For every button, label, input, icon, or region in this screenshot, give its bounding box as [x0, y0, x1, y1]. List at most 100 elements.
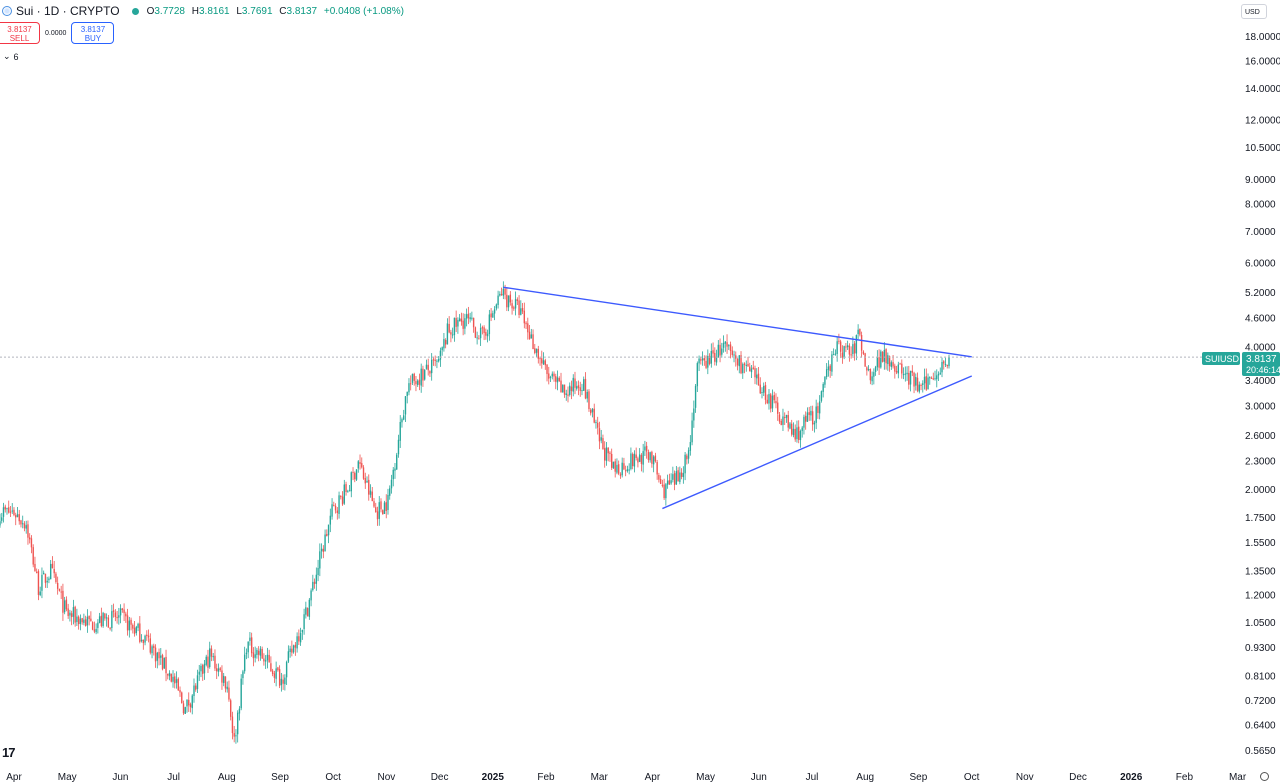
candle-body	[876, 357, 879, 368]
candle-body	[824, 376, 826, 385]
candle-body	[450, 332, 452, 335]
candle-body	[899, 363, 901, 365]
candle-body	[149, 638, 152, 653]
candle-body	[853, 343, 856, 354]
candle-body	[408, 383, 410, 393]
candle-body	[37, 571, 40, 595]
candle-body	[609, 452, 611, 454]
candle-body	[399, 421, 401, 441]
candle-body	[212, 656, 214, 658]
candle-body	[146, 634, 148, 636]
candle-body	[371, 491, 373, 502]
candle-body	[628, 469, 630, 471]
candle-body	[859, 329, 861, 335]
candle-body	[817, 406, 819, 413]
candle-body	[705, 360, 707, 368]
candle-body	[443, 339, 445, 349]
candle-body	[525, 322, 527, 325]
candle-body	[829, 365, 831, 371]
buy-button[interactable]: 3.8137 BUY	[71, 22, 115, 44]
candle-body	[537, 348, 539, 359]
x-tick-label: Oct	[325, 772, 341, 782]
price-axis: 18.0000 16.0000 14.0000 12.0000 10.5000 9.000…	[1245, 32, 1280, 757]
candle-body	[60, 591, 62, 593]
y-tick-label: 0.7200	[1245, 696, 1276, 707]
candle-body	[943, 361, 945, 364]
candle-body	[366, 480, 368, 483]
candle-body	[142, 639, 145, 644]
candle-body	[179, 690, 181, 693]
candle-body	[857, 329, 859, 335]
candle-body	[147, 635, 150, 638]
candle-body	[539, 358, 541, 360]
candle-body	[560, 380, 562, 393]
candle-body	[513, 307, 515, 309]
candle-body	[556, 377, 559, 383]
candle-body	[111, 611, 113, 629]
candle-body	[167, 673, 169, 676]
x-tick-label: Jul	[806, 772, 819, 782]
candle-body	[22, 523, 24, 525]
candle-body	[151, 646, 153, 654]
candle-body	[291, 648, 293, 653]
candle-body	[41, 574, 43, 591]
candle-body	[422, 368, 424, 381]
candle-body	[298, 636, 300, 642]
candle-body	[373, 501, 375, 507]
indicators-collapse-button[interactable]: ⌄ 6	[3, 51, 19, 62]
candle-body	[79, 618, 82, 625]
x-tick-label: Feb	[537, 772, 555, 782]
candle-body	[340, 496, 342, 498]
candle-body	[446, 323, 449, 345]
candle-body	[548, 373, 550, 379]
candle-body	[530, 334, 533, 339]
candle-body	[649, 452, 651, 461]
candle-body	[362, 467, 365, 479]
candle-body	[417, 380, 419, 385]
candle-body	[901, 363, 903, 374]
candle-body	[827, 366, 830, 370]
candle-body	[799, 431, 802, 441]
candle-body	[869, 369, 872, 381]
tradingview-logo-icon[interactable]: 17	[2, 745, 16, 760]
candle-body	[918, 384, 920, 392]
candle-body	[642, 451, 644, 465]
candle-body	[682, 473, 685, 478]
candle-body	[229, 700, 232, 717]
candle-body	[324, 534, 326, 552]
candle-body	[352, 471, 354, 473]
candle-body	[289, 648, 291, 652]
chart-settings-icon[interactable]	[1260, 772, 1269, 781]
candle-body	[392, 469, 394, 480]
candle-body	[380, 501, 382, 510]
candle-body	[930, 377, 933, 379]
candle-body	[922, 383, 924, 385]
y-tick-label: 5.2000	[1245, 288, 1276, 299]
candle-body	[161, 655, 164, 670]
candle-body	[238, 708, 241, 714]
candle-body	[182, 703, 185, 714]
candle-body	[698, 358, 700, 364]
candle-body	[610, 453, 613, 468]
high-value: 3.8161	[198, 5, 230, 17]
candle-body	[464, 318, 466, 329]
candle-body	[223, 675, 225, 683]
candle-body	[719, 344, 721, 356]
symbol-title[interactable]: Sui · 1D · CRYPTO	[16, 4, 120, 18]
x-tick-label: Apr	[6, 772, 22, 782]
candle-body	[369, 490, 372, 495]
candle-body	[768, 394, 770, 404]
candle-body	[81, 618, 83, 623]
candle-body	[65, 599, 68, 610]
candle-body	[743, 363, 746, 366]
trendline-upper	[503, 286, 972, 358]
currency-button[interactable]: USD	[1241, 4, 1267, 19]
x-tick-label: Aug	[856, 772, 874, 782]
sell-button[interactable]: 3.8137 SELL	[0, 22, 40, 44]
candle-body	[263, 658, 265, 662]
candle-body	[116, 616, 118, 619]
candle-body	[29, 537, 31, 540]
candle-body	[429, 371, 431, 374]
y-tick-label: 10.5000	[1245, 143, 1280, 154]
